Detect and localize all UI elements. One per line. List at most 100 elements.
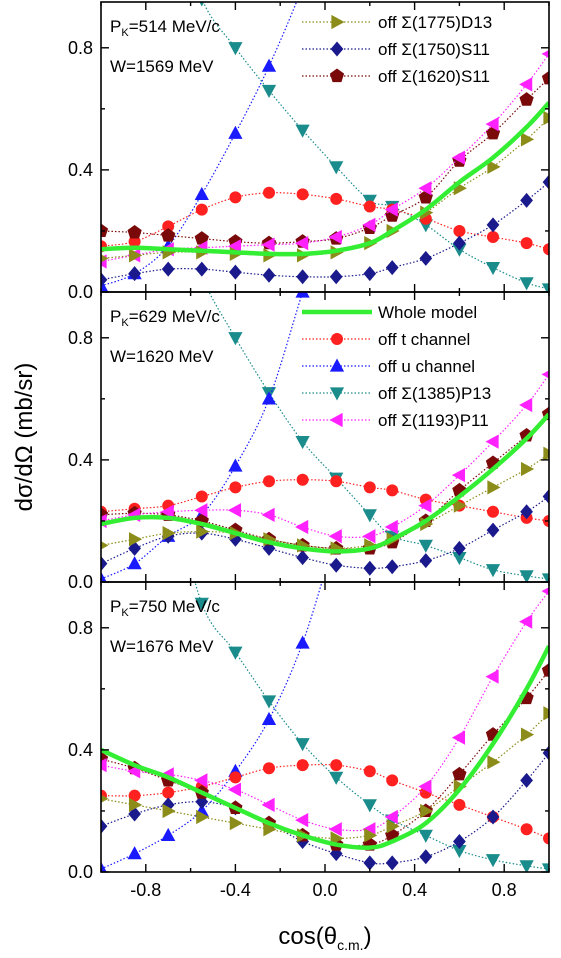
data-point-off-t-channel [162, 220, 175, 233]
data-point-off-sigma-1750-s11 [329, 557, 343, 573]
annotation-momentum: PK=750 MeV/c [110, 597, 220, 619]
data-point-off-sigma-1385-p13 [485, 854, 501, 868]
data-point-off-sigma-1193-p11 [194, 773, 208, 788]
data-point-off-sigma-1750-s11 [363, 560, 377, 576]
data-point-off-t-channel [128, 235, 141, 248]
data-point-off-t-channel [296, 759, 309, 772]
data-point-off-sigma-1385-p13 [228, 332, 243, 346]
data-point-off-sigma-1193-p11 [384, 202, 398, 217]
y-tick-label: 0.4 [68, 450, 93, 470]
data-point-off-t-channel [386, 484, 399, 497]
y-tick-label: 0.0 [68, 572, 93, 592]
data-point-off-sigma-1620-s11 [541, 663, 549, 677]
data-point-off-sigma-1620-s11 [101, 223, 109, 238]
data-point-off-t-channel [386, 774, 399, 787]
data-point-off-sigma-1193-p11 [295, 519, 309, 535]
data-point-off-sigma-1620-s11 [541, 70, 549, 85]
data-point-off-sigma-1750-s11 [542, 174, 549, 190]
data-point-off-sigma-1750-s11 [296, 269, 309, 285]
y-tick-label: 0.0 [68, 282, 93, 302]
data-point-off-sigma-1775-d13 [196, 809, 210, 825]
data-point-off-sigma-1620-s11 [127, 224, 142, 239]
data-point-off-sigma-1385-p13 [541, 863, 549, 872]
data-point-off-sigma-1385-p13 [362, 799, 377, 813]
data-point-off-sigma-1750-s11 [419, 849, 433, 865]
data-point-off-sigma-1750-s11 [101, 818, 108, 834]
data-point-off-sigma-1750-s11 [453, 235, 466, 251]
data-point-off-sigma-1193-p11 [384, 519, 398, 535]
data-point-off-t-channel [363, 200, 376, 213]
data-point-off-sigma-1193-p11 [541, 587, 549, 596]
data-point-off-sigma-1385-p13 [261, 84, 277, 99]
data-point-off-sigma-1750-s11 [128, 266, 141, 282]
data-point-off-sigma-1193-p11 [261, 797, 275, 812]
data-point-off-sigma-1193-p11 [418, 498, 432, 513]
data-point-off-sigma-1385-p13 [519, 860, 534, 872]
data-point-off-sigma-1385-p13 [295, 435, 310, 450]
data-point-off-sigma-1750-s11 [101, 272, 108, 288]
data-point-off-sigma-1385-p13 [541, 283, 549, 292]
data-point-off-u-channel [295, 292, 310, 298]
annotation-momentum: PK=629 MeV/c [110, 307, 220, 329]
data-point-off-sigma-1193-p11 [485, 116, 499, 132]
data-point-off-sigma-1385-p13 [228, 42, 243, 56]
data-point-off-sigma-1775-d13 [101, 794, 109, 803]
data-point-off-sigma-1620-s11 [161, 228, 176, 242]
x-tick-label: 0.4 [402, 880, 427, 900]
data-point-off-sigma-1193-p11 [362, 529, 376, 544]
data-point-off-sigma-1193-p11 [261, 507, 275, 522]
data-point-off-t-channel [363, 481, 376, 494]
series-line-off-sigma-1193-p11 [101, 374, 549, 538]
data-point-off-t-channel [520, 823, 533, 836]
data-point-off-sigma-1620-s11 [519, 92, 534, 106]
data-point-off-sigma-1750-s11 [453, 540, 466, 556]
data-point-off-sigma-1620-s11 [194, 231, 209, 245]
x-tick-label: -0.4 [220, 880, 251, 900]
data-point-off-sigma-1775-d13 [543, 706, 549, 721]
legend-marker-off-t-channel [331, 333, 343, 345]
data-point-off-sigma-1193-p11 [328, 229, 342, 245]
panel-3-series [101, 582, 549, 872]
data-point-off-sigma-1193-p11 [160, 504, 174, 519]
data-point-off-t-channel [263, 475, 275, 488]
data-point-off-sigma-1750-s11 [520, 772, 533, 788]
data-point-off-t-channel [229, 191, 242, 204]
annotation-momentum: PK=514 MeV/c [110, 17, 220, 39]
data-point-off-sigma-1775-d13 [487, 480, 501, 495]
data-point-off-sigma-1775-d13 [364, 828, 378, 843]
data-point-off-sigma-1385-p13 [418, 539, 433, 553]
annotation-energy: W=1676 MeV [110, 637, 214, 656]
x-axis-title: cos(θc.m.) [278, 923, 371, 953]
data-point-off-sigma-1385-p13 [295, 124, 310, 138]
panel-2-series [101, 292, 549, 582]
annotation-energy: W=1569 MeV [110, 57, 214, 76]
y-tick-label: 0.4 [68, 160, 93, 180]
data-point-off-sigma-1775-d13 [196, 524, 210, 539]
data-point-off-t-channel [543, 243, 549, 256]
data-point-off-sigma-1193-p11 [295, 812, 309, 828]
data-point-off-sigma-1775-d13 [543, 446, 549, 461]
data-point-off-sigma-1193-p11 [541, 49, 549, 58]
legend-label-off-sigma-1750-s11: off Σ(1750)S11 [378, 40, 490, 59]
data-point-off-sigma-1193-p11 [261, 237, 275, 252]
data-point-off-sigma-1385-p13 [485, 564, 501, 578]
data-point-off-sigma-1775-d13 [128, 532, 143, 547]
legend-label-off-u-channel: off u channel [378, 357, 475, 376]
annotation-momentum-subscript: K [121, 27, 129, 39]
annotation-momentum-base: P [110, 17, 121, 36]
data-point-off-sigma-1775-d13 [520, 727, 535, 742]
data-point-off-sigma-1775-d13 [487, 754, 501, 770]
data-point-off-sigma-1750-s11 [419, 553, 433, 569]
legend-label-whole-model: Whole model [378, 303, 477, 322]
data-point-off-sigma-1750-s11 [262, 267, 276, 283]
data-point-off-u-channel [261, 58, 277, 72]
x-axis-title-close: ) [364, 923, 372, 950]
y-axis-title: dσ/dΩ (mb/sr) [11, 363, 38, 512]
data-point-off-sigma-1750-s11 [229, 264, 242, 280]
data-point-off-sigma-1775-d13 [128, 248, 143, 263]
legend-marker-off-u-channel [329, 358, 345, 372]
annotation-momentum-base: P [110, 307, 121, 326]
data-point-off-sigma-1775-d13 [101, 541, 109, 550]
data-point-off-sigma-1193-p11 [227, 503, 242, 518]
data-point-off-sigma-1750-s11 [486, 809, 500, 825]
